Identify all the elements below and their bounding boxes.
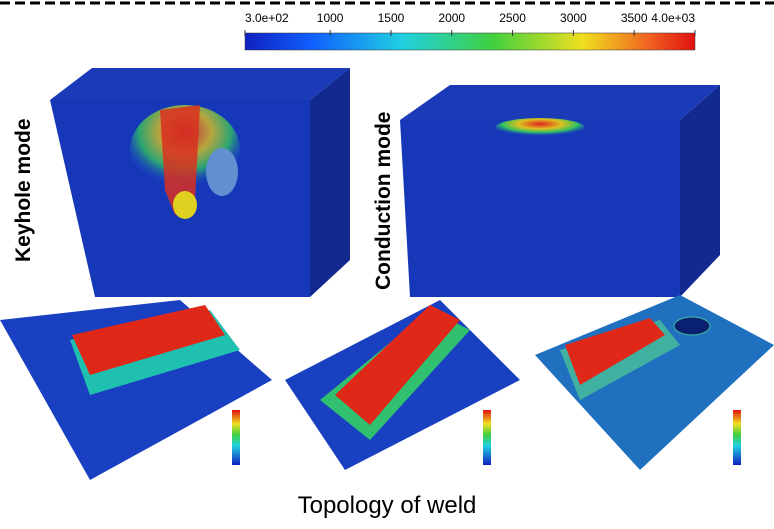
surface-2 bbox=[285, 300, 520, 470]
colorbar-tick-label: 2500 bbox=[499, 11, 526, 25]
keyhole-label: Keyhole mode bbox=[12, 118, 35, 262]
colorbar-tick-label: 2000 bbox=[438, 11, 465, 25]
keyhole-block bbox=[50, 68, 350, 297]
topology-label: Topology of weld bbox=[298, 492, 477, 519]
surface-1 bbox=[0, 300, 272, 480]
colorbar-tick-label: 4.0e+03 bbox=[651, 11, 695, 25]
colorbar-tick-label: 3000 bbox=[560, 11, 587, 25]
colorbar-tick-label: 3500 bbox=[621, 11, 648, 25]
conduction-block bbox=[400, 85, 720, 297]
figure: 3.0e+02 1000 1500 2000 2500 3000 35004.0e+03 K… bbox=[0, 0, 774, 529]
colorbar-tick-label: 1500 bbox=[378, 11, 405, 25]
colorbar-gradient bbox=[245, 33, 695, 50]
colorbar-tick-label: 1000 bbox=[317, 11, 344, 25]
conduction-label: Conduction mode bbox=[372, 112, 395, 290]
surface-3 bbox=[535, 295, 774, 470]
colorbar-tick-label: 3.0e+02 bbox=[245, 11, 289, 25]
